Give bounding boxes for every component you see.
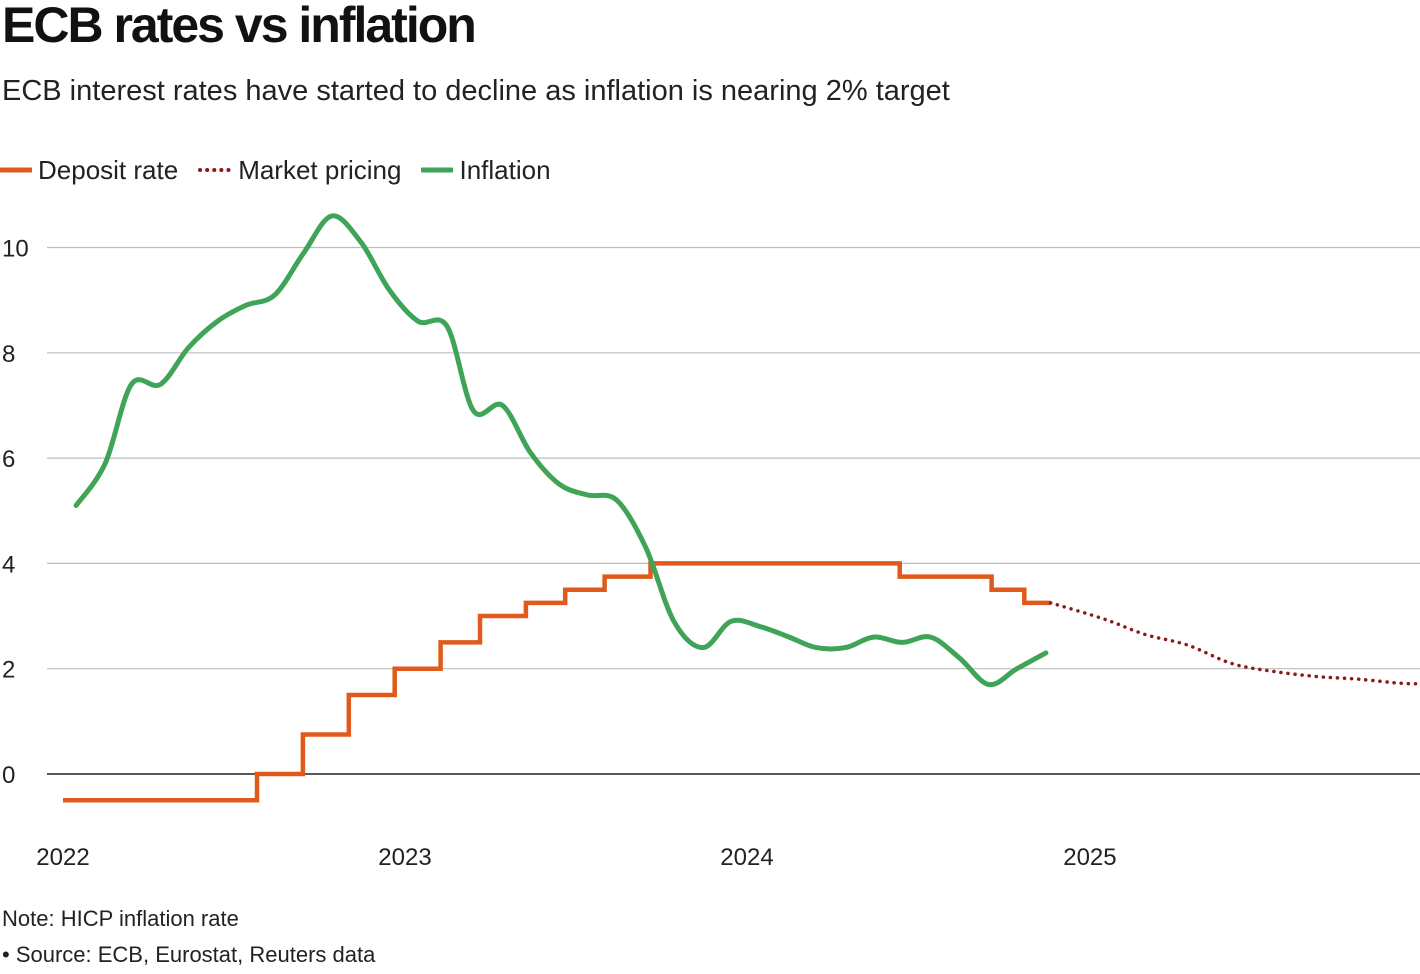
x-tick-label: 2024 xyxy=(720,844,773,871)
y-tick-label: 8 xyxy=(2,341,15,368)
legend-label-deposit-rate: Deposit rate xyxy=(38,154,179,185)
chart-note: Note: HICP inflation rate xyxy=(2,906,239,931)
legend-label-inflation: Inflation xyxy=(459,154,551,185)
chart-source: • Source: ECB, Eurostat, Reuters data xyxy=(2,942,376,967)
legend-item-deposit-rate: Deposit rate xyxy=(0,155,178,186)
line-chart: 0 2 4 6 8 10 2022 2023 2024 2025 xyxy=(2,213,1420,871)
y-tick-label: 6 xyxy=(2,446,15,473)
x-tick-label: 2022 xyxy=(36,844,89,871)
y-tick-label: 2 xyxy=(2,657,15,684)
inflation-line xyxy=(73,213,1049,688)
legend-swatch-dotted-line xyxy=(198,168,233,172)
chart-subtitle: ECB interest rates have started to decli… xyxy=(2,75,950,107)
legend-label-market-pricing: Market pricing xyxy=(238,154,402,185)
legend-item-market-pricing: Market pricing xyxy=(198,155,401,186)
x-tick-label: 2025 xyxy=(1063,844,1116,871)
legend: Deposit rate Market pricing Inflation xyxy=(0,150,571,190)
market-pricing-line xyxy=(1048,601,1420,686)
y-tick-label: 10 xyxy=(2,236,29,263)
chart-title: ECB rates vs inflation xyxy=(2,0,477,53)
y-tick-label: 0 xyxy=(2,762,15,789)
legend-swatch-solid-line xyxy=(0,167,32,173)
legend-swatch-solid-line xyxy=(421,167,454,173)
deposit-rate-line xyxy=(63,561,1051,803)
x-tick-label: 2023 xyxy=(378,844,431,871)
y-tick-label: 4 xyxy=(2,551,15,578)
legend-item-inflation: Inflation xyxy=(421,154,551,186)
